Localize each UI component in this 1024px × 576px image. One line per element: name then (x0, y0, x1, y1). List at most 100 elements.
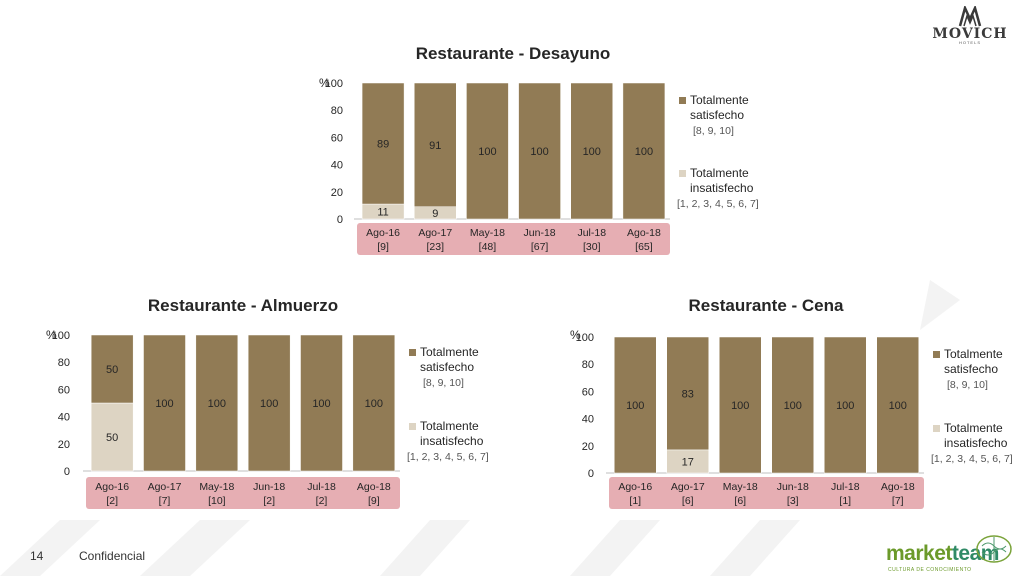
desayuno-data-label-satisfecho-5: 100 (635, 146, 653, 158)
cena-y-tick-20: 20 (582, 441, 594, 453)
almuerzo-x-n-5: [9] (368, 495, 380, 507)
desayuno-data-label-satisfecho-2: 100 (478, 146, 496, 158)
desayuno-x-n-1: [23] (426, 241, 444, 253)
cena-legend-label-satisfecho-1: Totalmente (944, 347, 1003, 361)
cena-data-label-satisfecho-2: 100 (731, 400, 749, 412)
desayuno-x-n-2: [48] (479, 241, 497, 253)
desayuno-x-axis-band (357, 223, 670, 255)
almuerzo-x-tick-1: Ago-17 (148, 481, 182, 493)
almuerzo-bar-satisfecho-0 (90, 334, 134, 404)
cena-bar-satisfecho-0 (614, 336, 657, 474)
cena-x-tick-1: Ago-17 (671, 481, 705, 493)
desayuno-x-n-0: [9] (377, 241, 389, 253)
desayuno-x-tick-5: Ago-18 (627, 227, 661, 239)
cena-bar-satisfecho-3 (771, 336, 814, 474)
brain-icon (976, 535, 1012, 563)
desayuno-legend-label-satisfecho-1: Totalmente (690, 93, 749, 107)
almuerzo-x-tick-4: Jul-18 (307, 481, 336, 493)
desayuno-data-label-satisfecho-3: 100 (530, 146, 548, 158)
movich-logo-sub: HOTELS (958, 40, 981, 45)
desayuno-legend-swatch-satisfecho (679, 97, 686, 104)
almuerzo-data-label-insatisfecho-0: 50 (106, 432, 118, 444)
almuerzo-bar-satisfecho-4 (300, 334, 343, 472)
desayuno-x-n-3: [67] (531, 241, 549, 253)
cena-legend-label-insatisfecho-1: Totalmente (944, 421, 1003, 435)
almuerzo-legend-label-insatisfecho-2: insatisfecho (420, 434, 484, 448)
cena-x-n-2: [6] (734, 495, 746, 507)
almuerzo-x-tick-0: Ago-16 (95, 481, 129, 493)
almuerzo-chart-title: Restaurante - Almuerzo (148, 296, 338, 315)
cena-x-n-1: [6] (682, 495, 694, 507)
cena-x-n-4: [1] (839, 495, 851, 507)
page-number: 14 (30, 549, 44, 563)
almuerzo-y-unit: % (46, 328, 57, 342)
cena-x-tick-3: Jun-18 (777, 481, 809, 493)
almuerzo-y-tick-100: 100 (52, 330, 70, 342)
desayuno-x-tick-1: Ago-17 (418, 227, 452, 239)
almuerzo-y-tick-60: 60 (58, 384, 70, 396)
marketteam-logo-a: market (886, 542, 952, 565)
almuerzo-bar-insatisfecho-0 (90, 402, 134, 472)
almuerzo-x-n-0: [2] (106, 495, 118, 507)
desayuno-y-unit: % (319, 76, 330, 90)
desayuno-data-label-satisfecho-0: 89 (377, 139, 389, 151)
desayuno-y-tick-60: 60 (331, 132, 343, 144)
cena-legend-scale-insatisfecho: [1, 2, 3, 4, 5, 6, 7] (931, 453, 1013, 465)
cena-y-unit: % (570, 328, 581, 342)
cena-y-tick-80: 80 (582, 359, 594, 371)
desayuno-bar-satisfecho-2 (466, 82, 509, 220)
desayuno-data-label-satisfecho-1: 91 (429, 140, 441, 152)
almuerzo-bar-satisfecho-5 (352, 334, 396, 472)
desayuno-bar-satisfecho-4 (570, 82, 613, 220)
desayuno-legend-scale-satisfecho: [8, 9, 10] (693, 125, 734, 137)
almuerzo-x-n-3: [2] (263, 495, 275, 507)
desayuno-legend-label-insatisfecho-1: Totalmente (690, 166, 749, 180)
cena-data-label-satisfecho-5: 100 (889, 400, 907, 412)
cena-x-n-5: [7] (892, 495, 904, 507)
almuerzo-bar-satisfecho-1 (143, 334, 186, 472)
cena-legend-swatch-satisfecho (933, 351, 940, 358)
cena-data-label-satisfecho-0: 100 (626, 400, 644, 412)
almuerzo-legend-label-satisfecho-2: satisfecho (420, 360, 474, 374)
cena-y-tick-60: 60 (582, 386, 594, 398)
desayuno-x-tick-2: May-18 (470, 227, 505, 239)
cena-bar-satisfecho-4 (824, 336, 867, 474)
desayuno-data-label-insatisfecho-0: 11 (377, 207, 388, 219)
desayuno-data-label-insatisfecho-1: 9 (432, 208, 438, 220)
cena-bar-satisfecho-1 (666, 336, 709, 451)
cena-data-label-satisfecho-1: 83 (682, 388, 694, 400)
almuerzo-data-label-satisfecho-3: 100 (260, 398, 278, 410)
desayuno-y-tick-20: 20 (331, 187, 343, 199)
almuerzo-y-tick-40: 40 (58, 412, 70, 424)
almuerzo-legend-swatch-satisfecho (409, 349, 416, 356)
cena-legend-label-satisfecho-2: satisfecho (944, 362, 998, 376)
almuerzo-legend-label-satisfecho-1: Totalmente (420, 345, 479, 359)
almuerzo-x-n-1: [7] (159, 495, 171, 507)
cena-x-tick-5: Ago-18 (881, 481, 915, 493)
almuerzo-bar-satisfecho-2 (195, 334, 239, 472)
cena-x-tick-0: Ago-16 (618, 481, 652, 493)
cena-x-n-0: [1] (629, 495, 641, 507)
almuerzo-legend-swatch-insatisfecho (409, 423, 416, 430)
almuerzo-data-label-satisfecho-4: 100 (312, 398, 330, 410)
desayuno-bar-satisfecho-1 (414, 82, 457, 208)
almuerzo-x-tick-5: Ago-18 (357, 481, 391, 493)
almuerzo-x-tick-2: May-18 (199, 481, 234, 493)
desayuno-bar-satisfecho-3 (518, 82, 561, 220)
desayuno-chart-title: Restaurante - Desayuno (416, 44, 611, 63)
desayuno-y-tick-0: 0 (337, 214, 343, 226)
almuerzo-x-axis-band (86, 477, 400, 509)
desayuno-legend-swatch-insatisfecho (679, 170, 686, 177)
cena-data-label-insatisfecho-1: 17 (682, 456, 694, 468)
almuerzo-y-tick-20: 20 (58, 439, 70, 451)
desayuno-y-tick-80: 80 (331, 105, 343, 117)
desayuno-x-tick-0: Ago-16 (366, 227, 400, 239)
cena-legend-label-insatisfecho-2: insatisfecho (944, 436, 1008, 450)
marketteam-logo-sub: CULTURA DE CONOCIMIENTO (888, 567, 972, 573)
cena-x-tick-2: May-18 (723, 481, 758, 493)
cena-y-tick-40: 40 (582, 414, 594, 426)
confidential-label: Confidencial (79, 549, 146, 563)
cena-bar-satisfecho-5 (876, 336, 919, 474)
